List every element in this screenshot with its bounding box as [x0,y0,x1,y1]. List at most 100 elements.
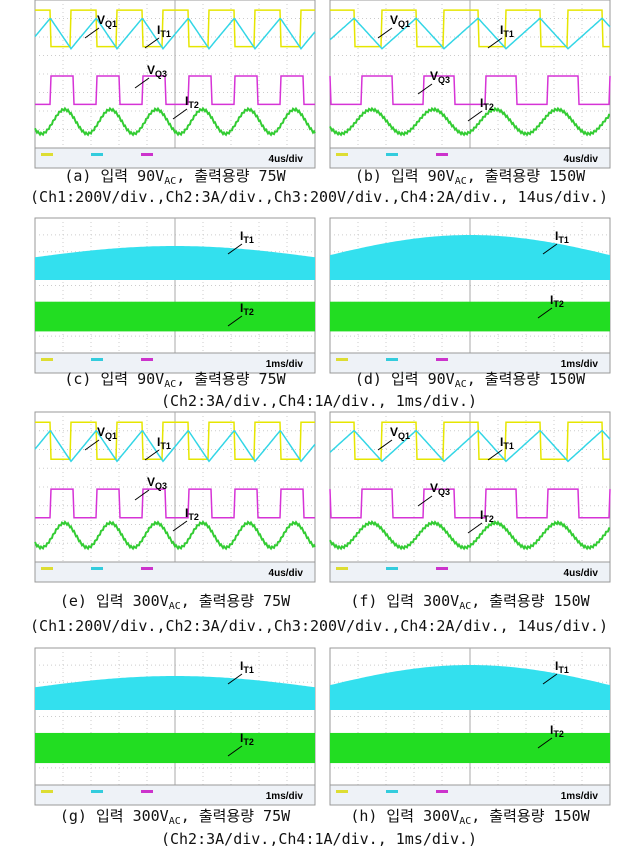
label-sub: T1 [558,235,569,245]
channel-badge [141,790,153,793]
label-sub: T2 [483,514,494,524]
scale-note: (Ch2:3A/div.,Ch4:1A/div., 1ms/div.) [161,392,477,410]
label-sub: T2 [243,737,254,747]
caption-sub: AC [169,816,181,827]
it2-band [330,733,610,763]
time-scale: 4us/div [269,568,304,579]
label-sub: Q3 [438,487,450,497]
caption-pre: (g) 입력 300V [60,807,169,825]
label-sub: T2 [483,102,494,112]
label-sub: T1 [558,665,569,675]
label-sub: T2 [553,729,564,739]
scope-panel: IT1IT21ms/div [35,218,315,373]
scale-note: (Ch2:3A/div.,Ch4:1A/div., 1ms/div.) [161,830,477,848]
it2-band [35,733,315,763]
label-sub: Q3 [155,481,167,491]
label-base: V [147,63,155,77]
channel-badge [336,358,348,361]
caption-pre: (h) 입력 300V [350,807,459,825]
channel-badge [386,567,398,570]
channel-badge [41,567,53,570]
channel-badge [141,358,153,361]
caption-pre: (b) 입력 90V [355,167,455,185]
page: VQ1IT1VQ3IT24us/div(a) 입력 90VAC, 출력용량 75… [0,0,638,859]
channel-badge [436,153,448,156]
panel-caption: (d) 입력 90VAC, 출력용량 150W [355,370,586,390]
channel-badge [336,790,348,793]
figure: VQ1IT1VQ3IT24us/div(a) 입력 90VAC, 출력용량 75… [0,0,638,859]
label-sub: T1 [243,665,254,675]
caption-sub: AC [169,601,181,612]
channel-badge [386,790,398,793]
time-scale: 1ms/div [561,359,599,370]
label-sub: Q1 [398,431,410,441]
panel-caption: (g) 입력 300VAC, 출력용량 75W [60,807,291,827]
channel-badge [91,358,103,361]
panel-caption: (f) 입력 300VAC, 출력용량 150W [350,592,590,612]
channel-badge [41,358,53,361]
it2-band [35,302,315,332]
channel-badge [41,153,53,156]
label-sub: T2 [188,100,199,110]
panel-caption: (e) 입력 300VAC, 출력용량 75W [60,592,291,612]
caption-pre: (c) 입력 90V [64,370,164,388]
panel-caption: (b) 입력 90VAC, 출력용량 150W [355,167,586,187]
label-sub: Q1 [105,431,117,441]
label-base: V [97,425,105,439]
label-sub: T1 [160,441,171,451]
label-sub: T1 [503,29,514,39]
label-base: V [390,13,398,27]
scale-note: (Ch1:200V/div.,Ch2:3A/div.,Ch3:200V/div.… [30,188,608,206]
channel-badge [91,790,103,793]
label-base: V [390,425,398,439]
channel-badge [386,153,398,156]
caption-post: , 출력용량 75W [181,592,291,610]
label-sub: Q1 [398,19,410,29]
time-scale: 4us/div [564,568,599,579]
label-base: V [430,481,438,495]
panel-caption: (c) 입력 90VAC, 출력용량 75W [64,370,286,390]
caption-post: , 출력용량 150W [467,167,586,185]
caption-pre: (f) 입력 300V [350,592,459,610]
time-scale: 4us/div [564,154,599,165]
label-sub: T1 [160,29,171,39]
scope-panel: VQ1IT1VQ3IT24us/div [35,0,315,168]
label-sub: T2 [188,512,199,522]
label-base: V [97,13,105,27]
caption-post: , 출력용량 150W [471,807,590,825]
time-scale: 1ms/div [561,791,599,802]
label-base: V [147,475,155,489]
caption-post: , 출력용량 75W [176,370,286,388]
caption-sub: AC [459,601,471,612]
channel-badge [336,567,348,570]
time-scale: 1ms/div [266,791,304,802]
caption-post: , 출력용량 150W [467,370,586,388]
channel-badge [436,790,448,793]
caption-post: , 출력용량 150W [471,592,590,610]
label-sub: Q3 [155,69,167,79]
time-scale: 1ms/div [266,359,304,370]
scope-panel: VQ1IT1VQ3IT24us/div [330,0,610,168]
channel-badge [41,790,53,793]
panel-caption: (a) 입력 90VAC, 출력용량 75W [64,167,286,187]
label-sub: T1 [243,235,254,245]
label-sub: T2 [243,307,254,317]
channel-badge [336,153,348,156]
scale-note: (Ch1:200V/div.,Ch2:3A/div.,Ch3:200V/div.… [30,617,608,635]
scope-panel: IT1IT21ms/div [35,648,315,805]
label-sub: Q3 [438,75,450,85]
label-base: V [430,69,438,83]
channel-badge [386,358,398,361]
label-sub: T1 [503,441,514,451]
caption-pre: (a) 입력 90V [64,167,164,185]
it2-band [330,302,610,332]
caption-pre: (e) 입력 300V [60,592,169,610]
panel-caption: (h) 입력 300VAC, 출력용량 150W [350,807,590,827]
caption-sub: AC [164,176,176,187]
channel-badge [91,567,103,570]
caption-post: , 출력용량 75W [176,167,286,185]
